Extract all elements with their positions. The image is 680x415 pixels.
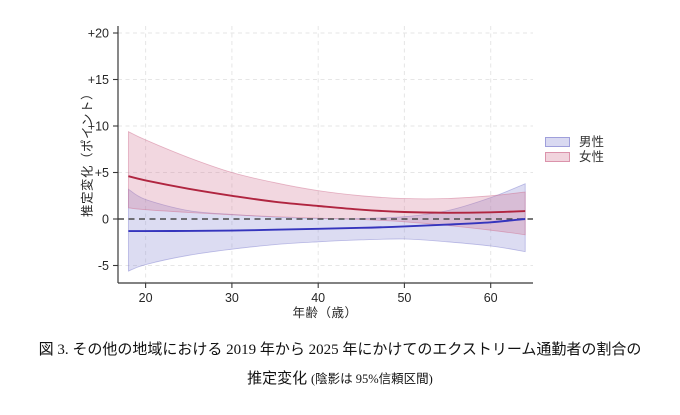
female-trend-line [128,175,526,214]
caption-line1: 図 3. その他の地域における 2019 年から 2025 年にかけてのエクスト… [38,342,642,358]
legend-item-male: 男性 [545,136,604,148]
gridlines [118,26,533,283]
svg-text:50: 50 [397,291,411,305]
svg-text:+5: +5 [95,166,109,180]
female-ci-band [128,130,526,236]
x-tick-labels: 20 30 40 50 60 [139,283,498,305]
legend-label-female: 女性 [579,150,605,164]
caption-line2: 推定変化 (陰影は 95%信頼区間) [0,365,680,394]
legend-label-male: 男性 [579,135,605,149]
male-trend-line [128,218,526,233]
svg-text:40: 40 [311,291,325,305]
y-tick-labels: +20 +15 +10 +5 0 -5 [88,26,118,273]
svg-text:20: 20 [139,291,153,305]
svg-text:30: 30 [225,291,239,305]
svg-text:60: 60 [484,291,498,305]
ci-band-line-chart: +20 +15 +10 +5 0 -5 20 30 40 50 60 [88,26,533,305]
svg-text:+20: +20 [88,26,109,40]
svg-text:0: 0 [102,212,109,226]
axes [117,26,533,284]
caption-line2-note: (陰影は 95%信頼区間) [310,372,433,386]
legend: 男性 女性 [545,136,604,163]
legend-item-female: 女性 [545,151,604,163]
y-axis-title: 推定変化（ポイント） [80,86,95,218]
svg-text:+10: +10 [88,119,109,133]
x-axis-title: 年齢（歳） [292,306,358,320]
caption-line2-main: 推定変化 [247,371,311,387]
figure-caption: 図 3. その他の地域における 2019 年から 2025 年にかけてのエクスト… [0,336,680,394]
male-band-swatch [545,137,570,147]
svg-text:-5: -5 [98,259,109,273]
female-band-swatch [545,152,570,162]
svg-text:+15: +15 [88,73,109,87]
